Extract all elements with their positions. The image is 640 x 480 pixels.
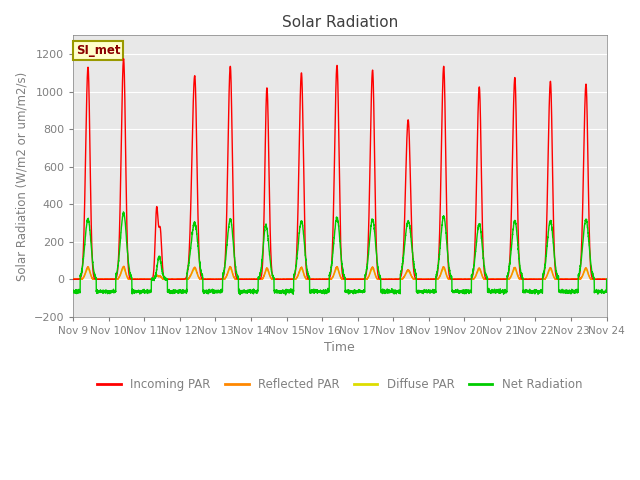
- Diffuse PAR: [430, 276, 438, 282]
- Net Radiation: [282, 292, 289, 298]
- Reflected PAR: [320, 276, 328, 282]
- Reflected PAR: [603, 276, 611, 282]
- Title: Solar Radiation: Solar Radiation: [282, 15, 398, 30]
- Incoming PAR: [165, 276, 173, 282]
- Incoming PAR: [320, 276, 328, 282]
- Text: SI_met: SI_met: [76, 44, 120, 57]
- Net Radiation: [120, 209, 127, 215]
- Line: Diffuse PAR: Diffuse PAR: [73, 268, 607, 279]
- Diffuse PAR: [165, 276, 173, 282]
- Reflected PAR: [460, 276, 467, 282]
- Incoming PAR: [460, 276, 467, 282]
- Net Radiation: [165, 289, 173, 295]
- Net Radiation: [460, 290, 467, 296]
- Reflected PAR: [490, 276, 497, 282]
- Diffuse PAR: [120, 265, 127, 271]
- Incoming PAR: [430, 276, 438, 282]
- Reflected PAR: [70, 276, 77, 282]
- Net Radiation: [320, 290, 328, 296]
- Y-axis label: Solar Radiation (W/m2 or um/m2/s): Solar Radiation (W/m2 or um/m2/s): [15, 72, 28, 281]
- Incoming PAR: [602, 276, 610, 282]
- Incoming PAR: [603, 276, 611, 282]
- Incoming PAR: [69, 276, 77, 282]
- Reflected PAR: [165, 276, 173, 282]
- Net Radiation: [490, 288, 497, 294]
- Line: Reflected PAR: Reflected PAR: [73, 266, 607, 279]
- Diffuse PAR: [490, 276, 497, 282]
- Net Radiation: [602, 288, 610, 294]
- Reflected PAR: [602, 276, 610, 282]
- Reflected PAR: [69, 276, 77, 282]
- Diffuse PAR: [69, 276, 77, 282]
- Line: Net Radiation: Net Radiation: [73, 212, 607, 295]
- Legend: Incoming PAR, Reflected PAR, Diffuse PAR, Net Radiation: Incoming PAR, Reflected PAR, Diffuse PAR…: [93, 373, 587, 396]
- Diffuse PAR: [320, 276, 328, 282]
- Diffuse PAR: [602, 276, 610, 282]
- X-axis label: Time: Time: [324, 341, 355, 354]
- Diffuse PAR: [460, 276, 467, 282]
- Line: Incoming PAR: Incoming PAR: [73, 59, 607, 279]
- Net Radiation: [430, 288, 438, 293]
- Diffuse PAR: [603, 276, 611, 282]
- Net Radiation: [69, 287, 77, 293]
- Incoming PAR: [120, 56, 127, 61]
- Incoming PAR: [490, 276, 497, 282]
- Net Radiation: [603, 276, 611, 282]
- Reflected PAR: [430, 276, 438, 282]
- Reflected PAR: [120, 264, 128, 269]
